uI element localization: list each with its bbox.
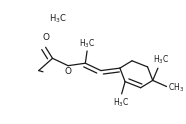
Text: CH$_3$: CH$_3$ — [168, 81, 185, 94]
Text: H$_3$C: H$_3$C — [49, 13, 67, 25]
Text: O: O — [65, 67, 72, 76]
Text: H$_3$C: H$_3$C — [113, 96, 130, 109]
Text: O: O — [42, 33, 49, 42]
Text: H$_3$C: H$_3$C — [153, 53, 169, 66]
Text: H$_3$C: H$_3$C — [79, 37, 95, 50]
